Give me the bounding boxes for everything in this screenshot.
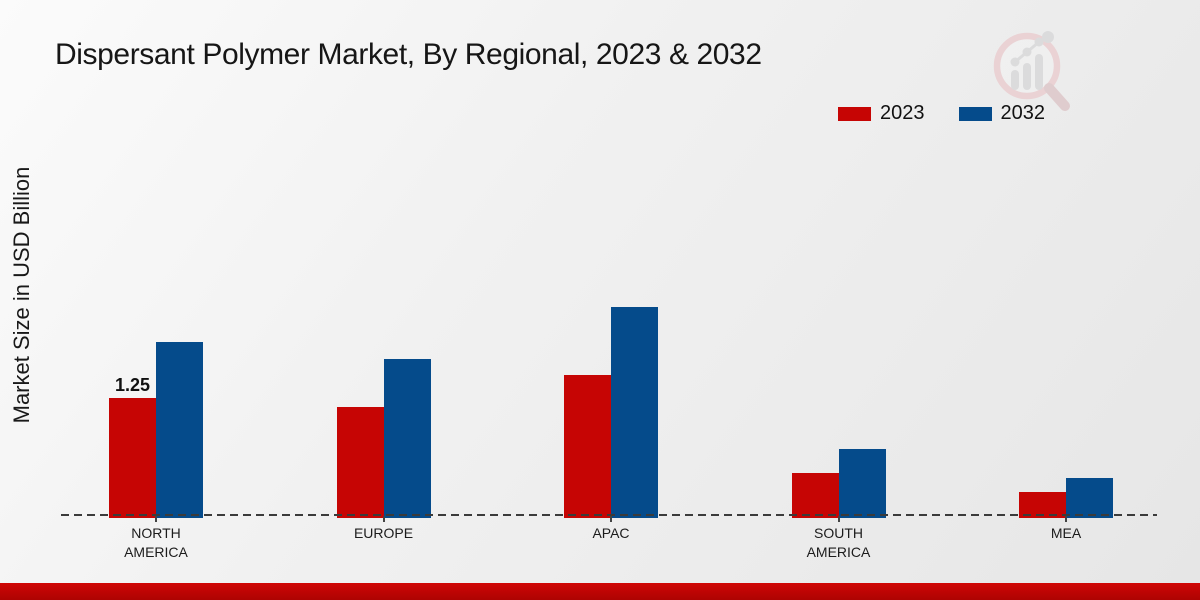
- x-axis-dashed-line: [61, 514, 1157, 516]
- legend-item-2032: 2032: [958, 102, 1046, 125]
- category-label-apac: APAC: [592, 525, 630, 541]
- category-label-mea: MEA: [1050, 525, 1082, 541]
- brand-watermark-icon: [993, 31, 1070, 111]
- legend-swatch-2032-icon: [958, 106, 992, 121]
- legend-swatch-2023-icon: [838, 106, 871, 121]
- bar-2023-apac: [564, 375, 611, 518]
- bar-2023-north-america: [109, 398, 156, 518]
- bar-2023-europe: [336, 407, 384, 518]
- x-axis-tick-north-america: [155, 516, 157, 522]
- legend-label-2023: 2023: [880, 102, 925, 124]
- legend: 2023 2032: [838, 102, 1045, 125]
- x-axis-tick-mea: [1065, 516, 1067, 522]
- bar-2032-mea: [1066, 478, 1113, 518]
- x-axis-tick-south-america: [837, 516, 840, 522]
- bar-2032-apac: [611, 307, 658, 518]
- x-axis-tick-apac: [610, 516, 612, 522]
- chart-title: Dispersant Polymer Market, By Regional, …: [55, 38, 762, 71]
- category-label-north-america: NORTH AMERICA: [124, 525, 188, 560]
- legend-label-2032: 2032: [1000, 102, 1046, 124]
- category-label-south-america: SOUTH AMERICA: [806, 525, 871, 560]
- bar-2023-south-america: [791, 473, 839, 518]
- bar-2032-europe: [383, 359, 431, 518]
- bar-2032-south-america: [838, 449, 886, 518]
- legend-item-2023: 2023: [838, 102, 925, 125]
- footer-accent-bar: [0, 583, 1200, 600]
- bar-2023-mea: [1019, 492, 1066, 518]
- category-label-europe: EUROPE: [353, 525, 414, 541]
- bar-value-label: 1.25: [114, 375, 151, 395]
- bar-2032-north-america: [156, 342, 203, 518]
- x-axis-tick-europe: [382, 516, 385, 522]
